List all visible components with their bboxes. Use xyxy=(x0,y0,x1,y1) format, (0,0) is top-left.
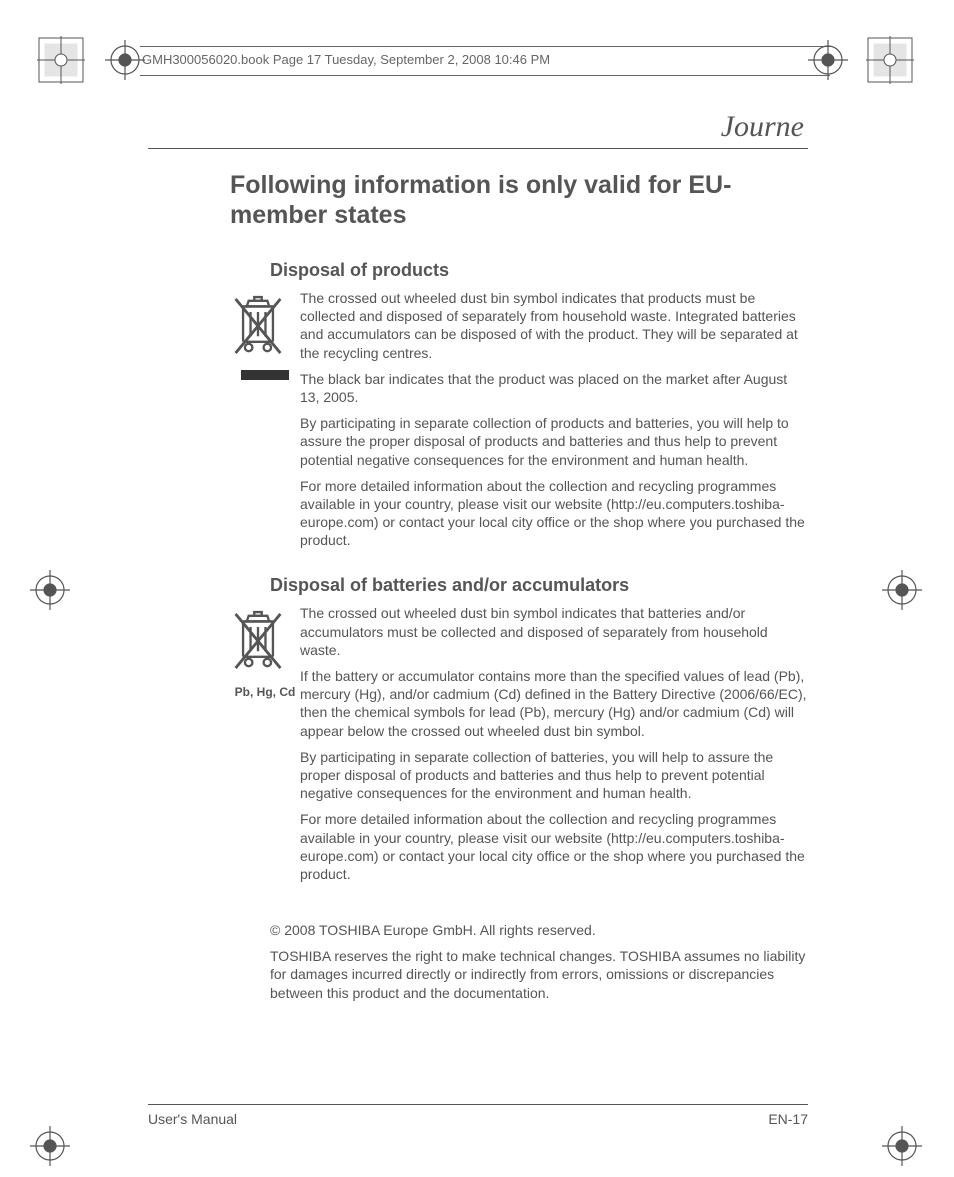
section2-heading: Disposal of batteries and/or accumulator… xyxy=(270,575,810,596)
section1-p4: For more detailed information about the … xyxy=(300,477,810,550)
wheeled-bin-crossed-icon xyxy=(230,293,286,359)
section1-p1: The crossed out wheeled dust bin symbol … xyxy=(300,289,810,362)
section2-text: The crossed out wheeled dust bin symbol … xyxy=(300,604,810,891)
section2-p1: The crossed out wheeled dust bin symbol … xyxy=(300,604,810,659)
footer-left: User's Manual xyxy=(148,1111,237,1127)
registration-mark-icon xyxy=(30,570,70,610)
section2-p4: For more detailed information about the … xyxy=(300,810,810,883)
black-bar-icon xyxy=(241,370,289,380)
weee-icon-bar xyxy=(230,289,300,557)
top-divider xyxy=(148,148,808,149)
section1-heading: Disposal of products xyxy=(270,260,810,281)
copyright-block: © 2008 TOSHIBA Europe GmbH. All rights r… xyxy=(270,921,810,1002)
section2-p2: If the battery or accumulator contains m… xyxy=(300,667,810,740)
registration-mark-icon xyxy=(30,1126,70,1166)
section1-text: The crossed out wheeled dust bin symbol … xyxy=(300,289,810,557)
section1-p3: By participating in separate collection … xyxy=(300,414,810,469)
section1-body: The crossed out wheeled dust bin symbol … xyxy=(230,289,810,557)
main-heading: Following information is only valid for … xyxy=(230,170,810,230)
registration-mark-icon xyxy=(105,40,145,80)
copyright-line1: © 2008 TOSHIBA Europe GmbH. All rights r… xyxy=(270,921,810,939)
wheeled-bin-crossed-icon xyxy=(230,608,286,674)
registration-mark-icon xyxy=(808,40,848,80)
draft-header-box: GMH300056020.book Page 17 Tuesday, Septe… xyxy=(140,46,830,76)
crop-mark-icon xyxy=(866,36,914,84)
draft-header-text: GMH300056020.book Page 17 Tuesday, Septe… xyxy=(140,52,550,67)
chemical-symbols-label: Pb, Hg, Cd xyxy=(230,685,300,699)
page-content: Following information is only valid for … xyxy=(230,170,810,1010)
crop-mark-icon xyxy=(37,36,85,84)
registration-mark-icon xyxy=(882,570,922,610)
registration-mark-icon xyxy=(882,1126,922,1166)
brand-logo: Journe xyxy=(721,110,804,144)
page-footer: User's Manual EN-17 xyxy=(148,1104,808,1127)
section1-p2: The black bar indicates that the product… xyxy=(300,370,810,406)
copyright-line2: TOSHIBA reserves the right to make techn… xyxy=(270,947,810,1002)
section2-p3: By participating in separate collection … xyxy=(300,748,810,803)
weee-icon-chem: Pb, Hg, Cd xyxy=(230,604,300,891)
section2-body: Pb, Hg, Cd The crossed out wheeled dust … xyxy=(230,604,810,891)
footer-right: EN-17 xyxy=(768,1111,808,1127)
